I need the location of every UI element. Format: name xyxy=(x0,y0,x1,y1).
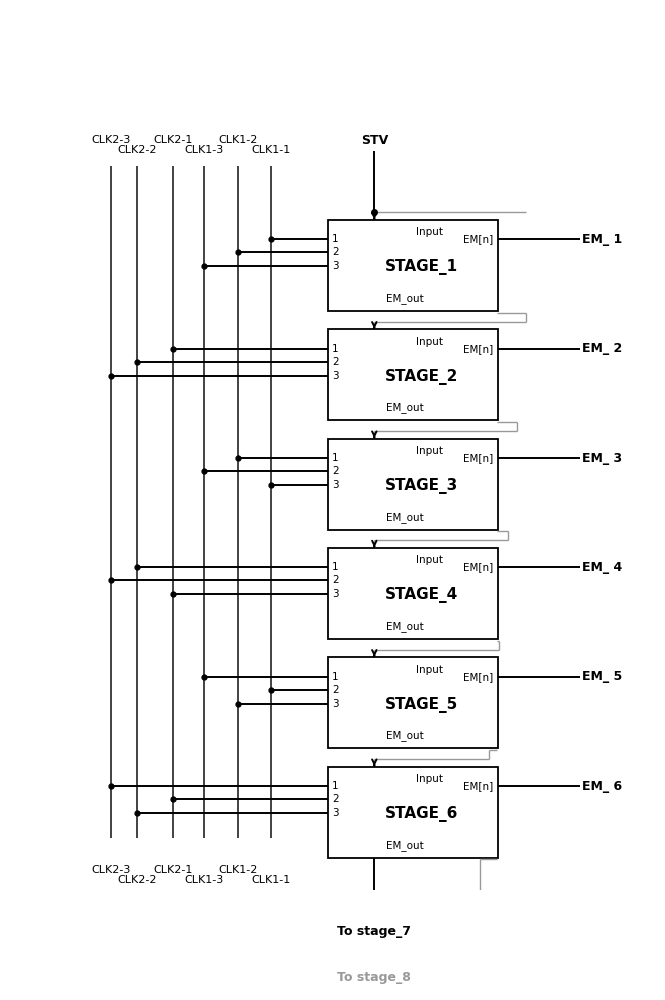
Text: 2: 2 xyxy=(332,357,338,367)
Text: To stage_8: To stage_8 xyxy=(337,971,411,984)
Text: STAGE_6: STAGE_6 xyxy=(385,806,458,822)
Text: EM[n]: EM[n] xyxy=(463,672,493,682)
Bar xyxy=(328,767,498,858)
Text: EM[n]: EM[n] xyxy=(463,781,493,791)
Bar xyxy=(328,548,498,639)
Text: EM_ 2: EM_ 2 xyxy=(582,342,622,355)
Text: 2: 2 xyxy=(332,575,338,585)
Text: Input: Input xyxy=(416,665,444,675)
Bar xyxy=(328,657,498,748)
Text: CLK2-2: CLK2-2 xyxy=(118,875,157,885)
Text: EM_ 1: EM_ 1 xyxy=(582,233,622,246)
Text: Input: Input xyxy=(416,446,444,456)
Text: Input: Input xyxy=(416,774,444,784)
Text: 1: 1 xyxy=(332,562,338,572)
Text: CLK2-1: CLK2-1 xyxy=(154,135,193,145)
Text: EM_out: EM_out xyxy=(386,512,424,523)
Text: 2: 2 xyxy=(332,794,338,804)
Text: EM_out: EM_out xyxy=(386,621,424,632)
Text: EM_ 4: EM_ 4 xyxy=(582,561,622,574)
Text: 3: 3 xyxy=(332,371,338,381)
Text: 2: 2 xyxy=(332,247,338,257)
Text: CLK1-1: CLK1-1 xyxy=(251,875,291,885)
Text: STAGE_5: STAGE_5 xyxy=(385,697,458,713)
Text: CLK2-3: CLK2-3 xyxy=(92,135,131,145)
Text: STAGE_1: STAGE_1 xyxy=(385,259,458,275)
Text: CLK2-2: CLK2-2 xyxy=(118,145,157,155)
Text: 1: 1 xyxy=(332,781,338,791)
Text: 1: 1 xyxy=(332,672,338,682)
Text: CLK1-2: CLK1-2 xyxy=(218,865,257,875)
Text: EM[n]: EM[n] xyxy=(463,453,493,463)
Text: EM_out: EM_out xyxy=(386,403,424,413)
Bar xyxy=(328,329,498,420)
Text: STAGE_3: STAGE_3 xyxy=(385,478,458,494)
Text: EM[n]: EM[n] xyxy=(463,234,493,244)
Text: 3: 3 xyxy=(332,699,338,709)
Text: 3: 3 xyxy=(332,480,338,490)
Bar xyxy=(328,439,498,530)
Text: Input: Input xyxy=(416,227,444,237)
Text: EM_out: EM_out xyxy=(386,731,424,741)
Text: To stage_7: To stage_7 xyxy=(337,925,412,938)
Text: STV: STV xyxy=(360,134,388,147)
Text: 3: 3 xyxy=(332,808,338,818)
Text: 1: 1 xyxy=(332,344,338,354)
Text: STAGE_4: STAGE_4 xyxy=(385,587,458,603)
Text: 2: 2 xyxy=(332,685,338,695)
Text: 1: 1 xyxy=(332,234,338,244)
Text: CLK1-3: CLK1-3 xyxy=(185,145,224,155)
Text: Input: Input xyxy=(416,337,444,347)
Text: CLK1-1: CLK1-1 xyxy=(251,145,291,155)
Text: EM[n]: EM[n] xyxy=(463,562,493,572)
Text: STAGE_2: STAGE_2 xyxy=(385,369,458,385)
Text: EM_ 5: EM_ 5 xyxy=(582,670,622,683)
Text: EM[n]: EM[n] xyxy=(463,344,493,354)
Text: CLK1-2: CLK1-2 xyxy=(218,135,257,145)
Text: 3: 3 xyxy=(332,589,338,599)
Text: 3: 3 xyxy=(332,261,338,271)
Bar xyxy=(328,220,498,311)
Text: 1: 1 xyxy=(332,453,338,463)
Text: EM_ 6: EM_ 6 xyxy=(582,780,622,793)
Text: CLK1-3: CLK1-3 xyxy=(185,875,224,885)
Text: CLK2-3: CLK2-3 xyxy=(92,865,131,875)
Text: Input: Input xyxy=(416,555,444,565)
Text: EM_out: EM_out xyxy=(386,840,424,851)
Text: EM_out: EM_out xyxy=(386,293,424,304)
Text: CLK2-1: CLK2-1 xyxy=(154,865,193,875)
Text: EM_ 3: EM_ 3 xyxy=(582,452,622,465)
Text: 2: 2 xyxy=(332,466,338,476)
